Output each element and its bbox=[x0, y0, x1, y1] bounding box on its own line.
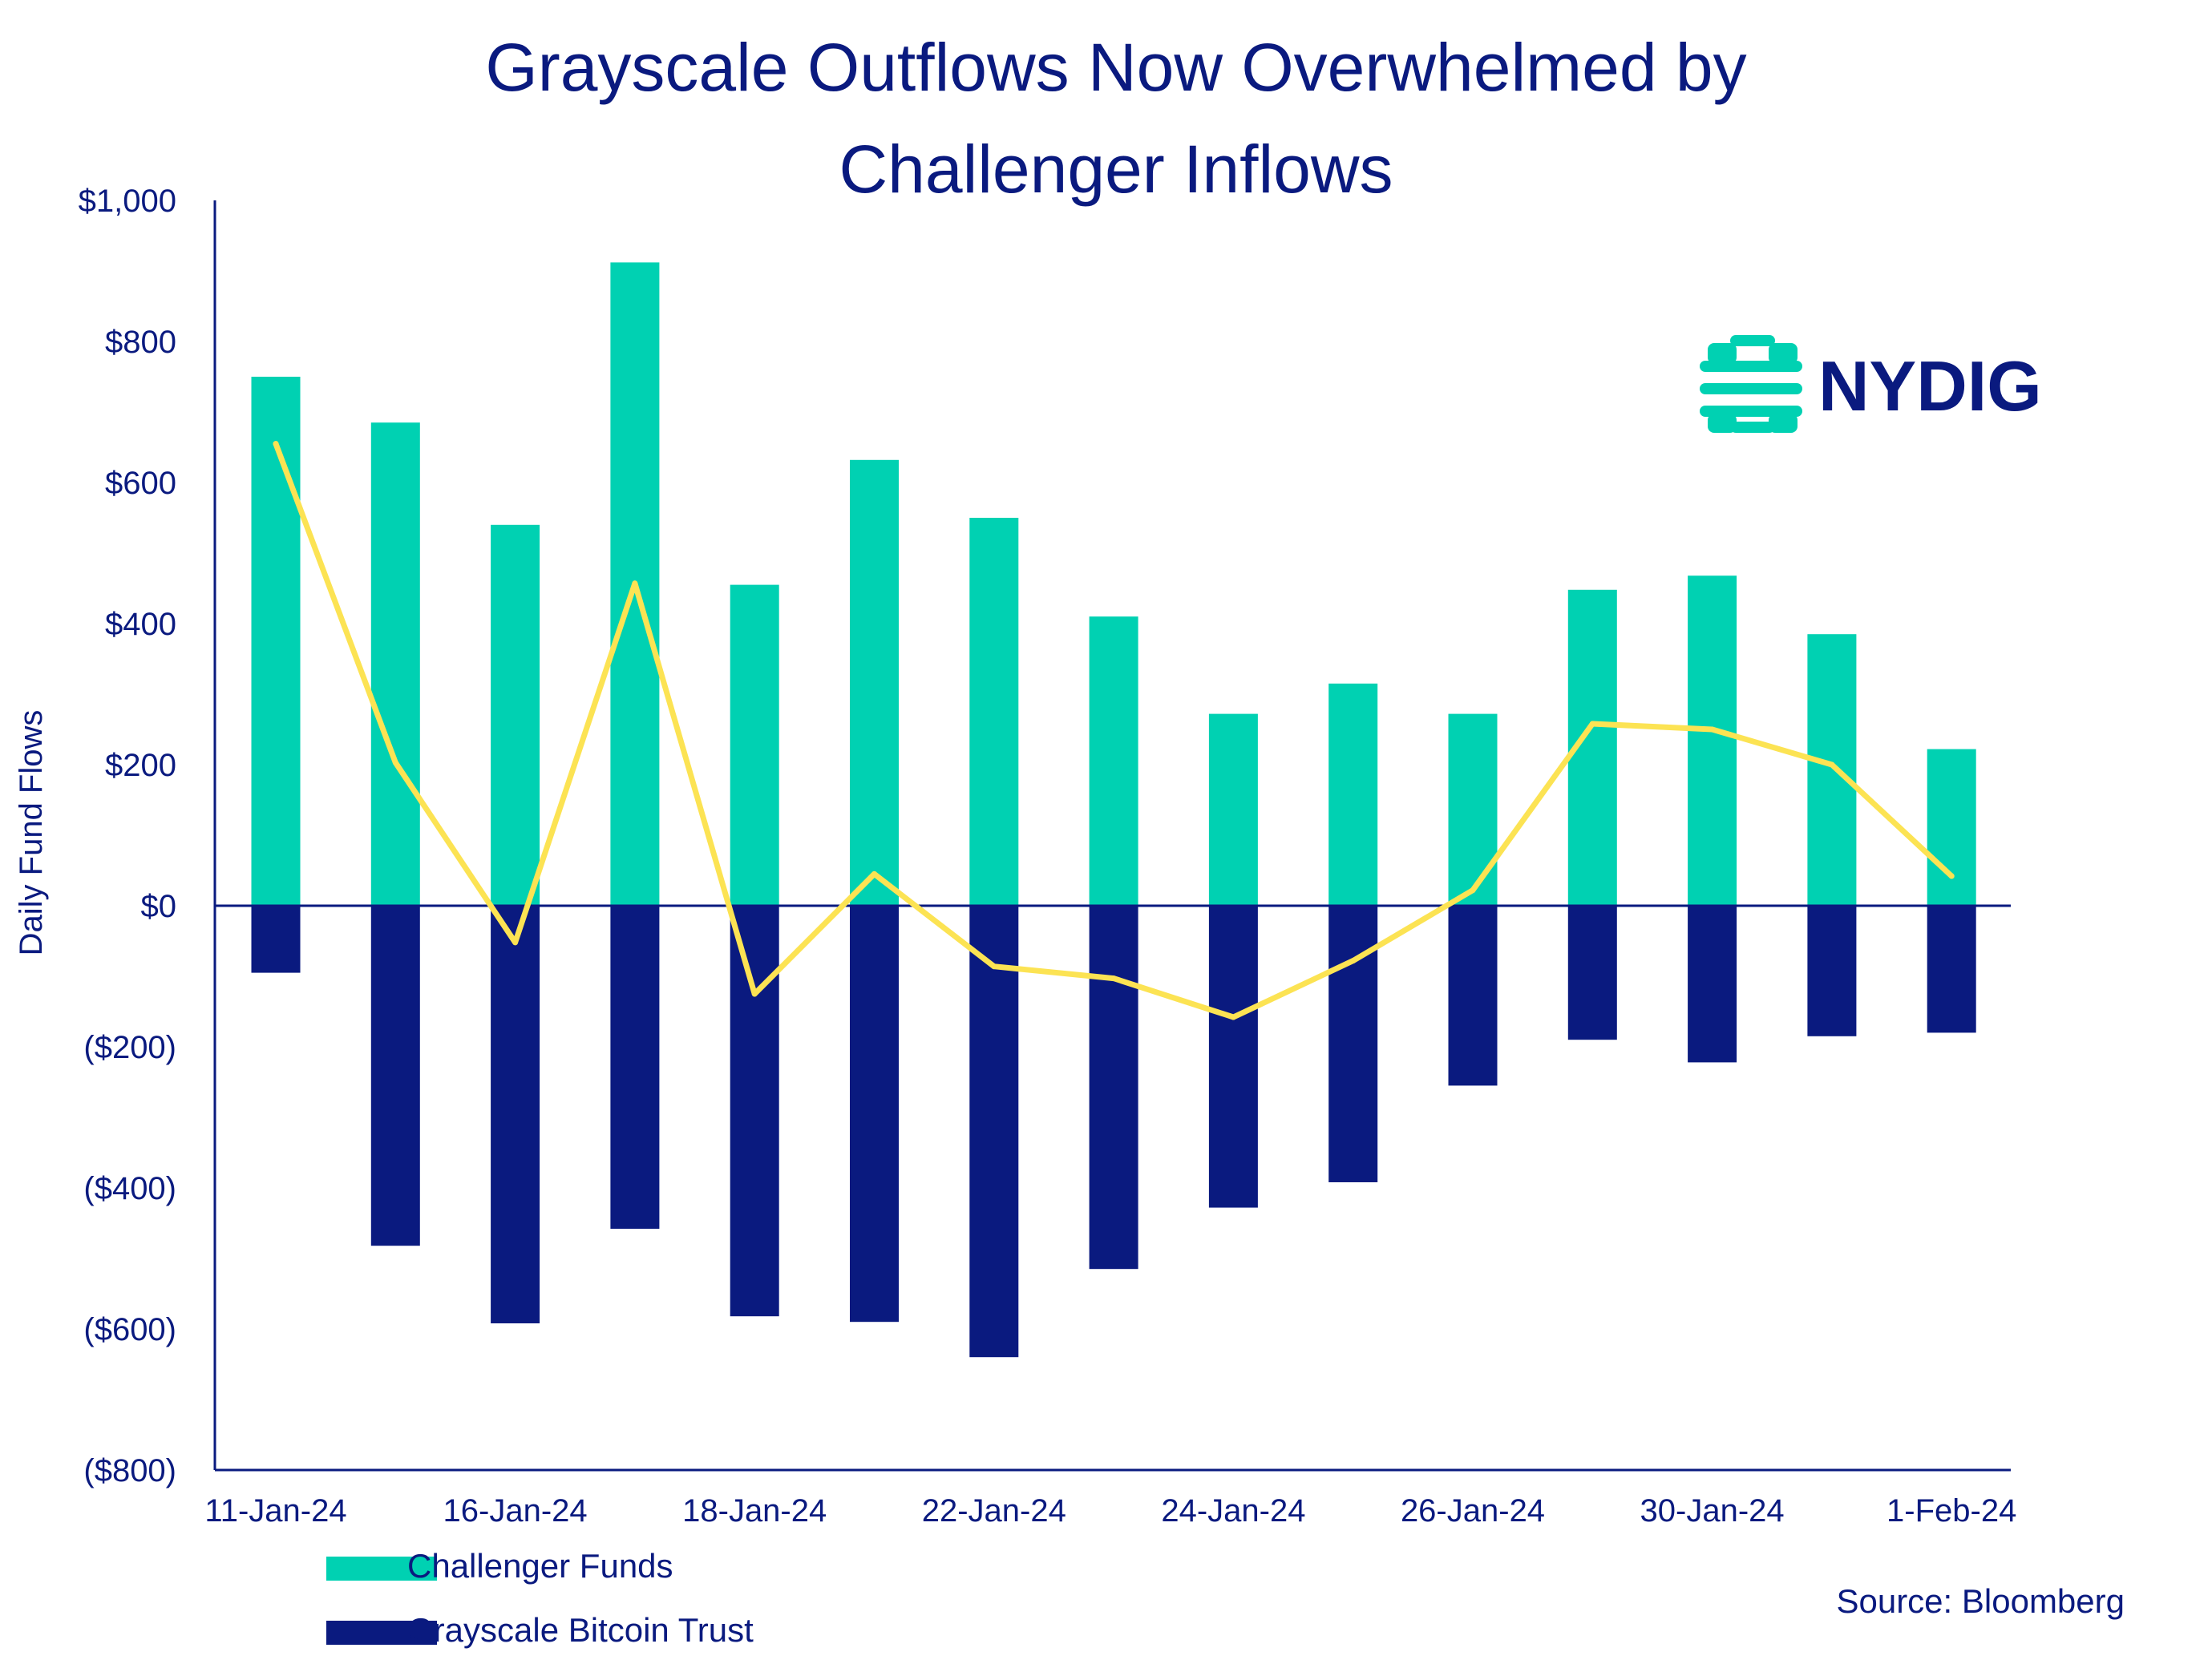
bar-grayscale-bitcoin-trust-6 bbox=[969, 906, 1019, 1358]
net-flow-point-2 bbox=[512, 939, 519, 946]
x-tick-label-1: 16-Jan-24 bbox=[443, 1493, 588, 1529]
bar-challenger-funds-8 bbox=[1208, 713, 1258, 906]
nydig-logo-icon bbox=[1700, 335, 1802, 433]
bar-challenger-funds-9 bbox=[1328, 683, 1378, 906]
net-flow-point-12 bbox=[1709, 726, 1716, 733]
net-flow-point-11 bbox=[1589, 721, 1595, 727]
net-flow-point-1 bbox=[392, 759, 398, 765]
nydig-logo-text: NYDIG bbox=[1818, 346, 2042, 426]
x-axis-tick-labels: 11-Jan-24 16-Jan-24 18-Jan-24 22-Jan-24 24-J… bbox=[204, 1493, 2016, 1529]
bar-challenger-funds-5 bbox=[850, 459, 899, 906]
legend: Challenger Funds Grayscale Bitcoin Trust bbox=[326, 1547, 754, 1649]
bar-challenger-funds-0 bbox=[251, 377, 301, 906]
bar-grayscale-bitcoin-trust-0 bbox=[251, 906, 301, 973]
bar-grayscale-bitcoin-trust-3 bbox=[610, 906, 660, 1229]
x-tick-label-0: 11-Jan-24 bbox=[204, 1493, 346, 1529]
bar-challenger-funds-10 bbox=[1448, 713, 1498, 906]
y-tick-label-4: $200 bbox=[105, 748, 176, 783]
y-tick-label-2: $600 bbox=[105, 466, 176, 501]
y-tick-label-0: $1,000 bbox=[79, 184, 176, 219]
net-flow-point-0 bbox=[273, 441, 279, 447]
net-flow-point-4 bbox=[751, 991, 758, 997]
y-tick-label-1: $800 bbox=[105, 325, 176, 360]
net-flow-point-10 bbox=[1470, 887, 1476, 894]
bar-grayscale-bitcoin-trust-14 bbox=[1927, 906, 1976, 1033]
bar-challenger-funds-2 bbox=[491, 524, 540, 906]
net-flow-point-6 bbox=[991, 963, 997, 970]
net-flow-point-5 bbox=[871, 870, 877, 877]
bar-grayscale-bitcoin-trust-8 bbox=[1208, 906, 1258, 1208]
bar-challenger-funds-14 bbox=[1927, 749, 1976, 906]
chart-title-line-1: Grayscale Outflows Now Overwhelmed by bbox=[485, 30, 1746, 105]
bar-challenger-funds-12 bbox=[1688, 576, 1737, 906]
y-tick-label-6: ($200) bbox=[83, 1030, 176, 1065]
x-tick-label-4: 24-Jan-24 bbox=[1161, 1493, 1305, 1529]
legend-label-challenger-funds: Challenger Funds bbox=[407, 1547, 673, 1585]
bar-grayscale-bitcoin-trust-1 bbox=[370, 906, 420, 1246]
axes bbox=[213, 200, 2011, 1472]
bar-challenger-funds-7 bbox=[1089, 616, 1138, 906]
chart-title-line-2: Challenger Inflows bbox=[839, 131, 1393, 207]
bar-challenger-funds-1 bbox=[370, 422, 420, 906]
x-tick-label-6: 30-Jan-24 bbox=[1640, 1493, 1785, 1529]
y-tick-label-3: $400 bbox=[105, 607, 176, 642]
y-tick-label-9: ($800) bbox=[83, 1453, 176, 1488]
bar-grayscale-bitcoin-trust-13 bbox=[1807, 906, 1857, 1036]
y-axis-tick-labels: $1,000 $800 $600 $400 $200 $0 ($200) ($400) ($60… bbox=[79, 184, 176, 1488]
net-flow-point-3 bbox=[632, 580, 638, 587]
bar-grayscale-bitcoin-trust-2 bbox=[491, 906, 540, 1323]
net-flow-point-14 bbox=[1948, 873, 1955, 879]
bar-challenger-funds-13 bbox=[1807, 634, 1857, 906]
net-flow-point-9 bbox=[1350, 958, 1357, 964]
bar-grayscale-bitcoin-trust-10 bbox=[1448, 906, 1498, 1086]
bar-challenger-funds-6 bbox=[969, 518, 1019, 906]
bar-grayscale-bitcoin-trust-11 bbox=[1567, 906, 1617, 1040]
bar-challenger-funds-4 bbox=[730, 584, 779, 906]
net-flow-point-13 bbox=[1829, 761, 1835, 768]
bar-grayscale-bitcoin-trust-5 bbox=[850, 906, 899, 1323]
bar-grayscale-bitcoin-trust-7 bbox=[1089, 906, 1138, 1270]
bar-grayscale-bitcoin-trust-12 bbox=[1688, 906, 1737, 1063]
bars bbox=[251, 262, 1976, 1358]
y-tick-label-7: ($400) bbox=[83, 1171, 176, 1206]
legend-swatch-challenger-funds bbox=[326, 1557, 437, 1581]
net-flow-point-7 bbox=[1110, 975, 1117, 982]
x-tick-label-3: 22-Jan-24 bbox=[922, 1493, 1066, 1529]
y-tick-label-5: $0 bbox=[141, 889, 177, 924]
x-tick-label-7: 1-Feb-24 bbox=[1886, 1493, 2016, 1529]
legend-label-grayscale-bitcoin-trust: Grayscale Bitcoin Trust bbox=[407, 1611, 754, 1649]
y-axis-label: Daily Fund Flows bbox=[14, 710, 49, 956]
x-tick-label-5: 26-Jan-24 bbox=[1401, 1493, 1545, 1529]
source-note: Source: Bloomberg bbox=[1836, 1582, 2125, 1620]
net-flow-line bbox=[273, 441, 1955, 1020]
chart-title: Grayscale Outflows Now Overwhelmed by Ch… bbox=[485, 30, 1746, 207]
y-tick-label-8: ($600) bbox=[83, 1312, 176, 1347]
bar-grayscale-bitcoin-trust-9 bbox=[1328, 906, 1378, 1182]
bar-grayscale-bitcoin-trust-4 bbox=[730, 906, 779, 1317]
x-tick-label-2: 18-Jan-24 bbox=[682, 1493, 827, 1529]
legend-swatch-grayscale-bitcoin-trust bbox=[326, 1621, 437, 1645]
nydig-logo: NYDIG bbox=[1700, 335, 2042, 433]
net-flow-point-8 bbox=[1230, 1014, 1236, 1020]
